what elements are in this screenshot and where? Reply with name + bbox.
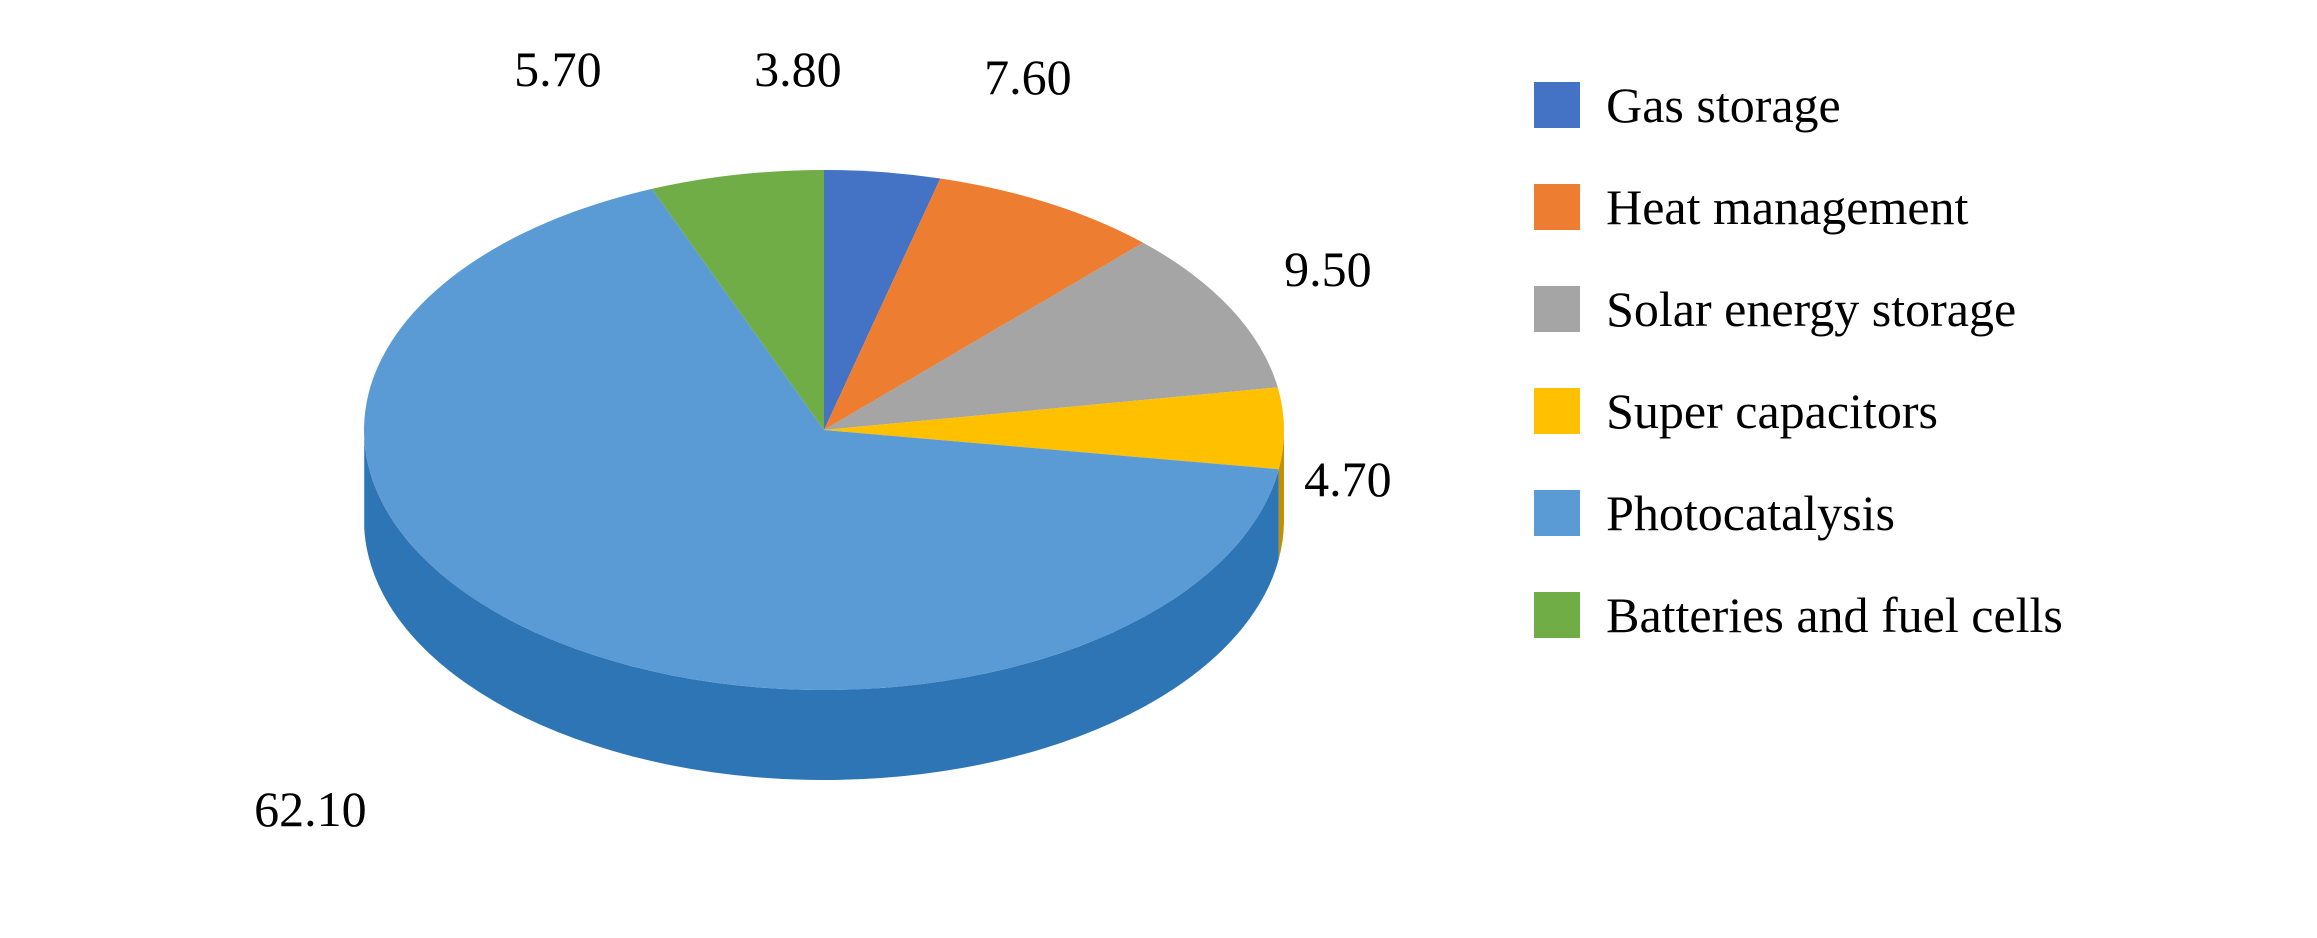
legend-swatch <box>1534 490 1580 536</box>
legend-label: Super capacitors <box>1606 382 1938 440</box>
data-label: 3.80 <box>754 40 842 98</box>
legend-item: Photocatalysis <box>1534 484 2063 542</box>
legend-label: Gas storage <box>1606 76 1841 134</box>
legend-swatch <box>1534 286 1580 332</box>
chart-container: 3.80 7.60 9.50 4.70 62.10 5.70 Gas storage Hea… <box>0 0 2317 905</box>
legend-swatch <box>1534 592 1580 638</box>
legend-swatch <box>1534 184 1580 230</box>
legend-swatch <box>1534 82 1580 128</box>
legend-item: Solar energy storage <box>1534 280 2063 338</box>
data-label: 5.70 <box>514 40 602 98</box>
data-label: 7.60 <box>984 48 1072 106</box>
legend-item: Gas storage <box>1534 76 2063 134</box>
pie-svg <box>254 40 1454 860</box>
data-label: 62.10 <box>254 780 367 838</box>
data-label: 4.70 <box>1304 450 1392 508</box>
pie-chart: 3.80 7.60 9.50 4.70 62.10 5.70 <box>254 40 1454 865</box>
legend-label: Heat management <box>1606 178 1968 236</box>
data-label: 9.50 <box>1284 240 1372 298</box>
legend-swatch <box>1534 388 1580 434</box>
legend-item: Super capacitors <box>1534 382 2063 440</box>
legend-label: Batteries and fuel cells <box>1606 586 2063 644</box>
legend-label: Solar energy storage <box>1606 280 2016 338</box>
legend: Gas storage Heat management Solar energy s… <box>1534 40 2063 644</box>
legend-label: Photocatalysis <box>1606 484 1895 542</box>
legend-item: Batteries and fuel cells <box>1534 586 2063 644</box>
legend-item: Heat management <box>1534 178 2063 236</box>
